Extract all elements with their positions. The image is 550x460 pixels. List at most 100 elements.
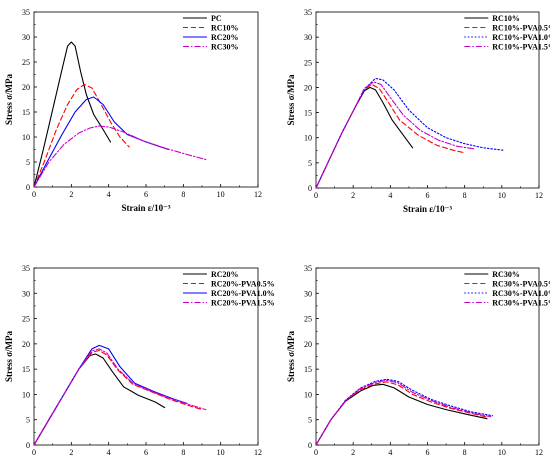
- y-tick-label: 5: [308, 159, 312, 168]
- y-axis-label: Stress σ/MPa: [4, 331, 14, 382]
- x-tick-label: 2: [69, 448, 73, 455]
- y-tick-label: 20: [304, 340, 312, 349]
- x-tick-label: 12: [254, 190, 262, 199]
- legend-label: RC10%-PVA1.5%: [492, 43, 550, 52]
- y-tick-label: 10: [304, 390, 312, 399]
- series-line-1: [315, 86, 414, 189]
- y-tick-label: 35: [22, 264, 30, 273]
- x-tick-label: 6: [426, 191, 430, 200]
- x-tick-label: 8: [463, 448, 467, 455]
- y-tick-label: 20: [22, 83, 30, 92]
- x-tick-label: 10: [217, 190, 225, 199]
- legend-label: RC10%: [492, 14, 520, 23]
- x-axis-label: Strain ε/10⁻³: [403, 204, 452, 214]
- x-tick-label: 0: [32, 190, 36, 199]
- y-tick-label: 20: [22, 340, 30, 349]
- y-tick-label: 5: [26, 158, 30, 167]
- y-tick-label: 35: [304, 264, 312, 273]
- x-tick-label: 8: [181, 190, 185, 199]
- y-axis-label: Stress σ/MPa: [4, 74, 14, 125]
- x-tick-label: 6: [144, 190, 148, 199]
- legend-label: RC20%-PVA1.5%: [211, 299, 275, 308]
- legend-label: RC10%-PVA1.0%: [492, 33, 550, 42]
- x-tick-label: 10: [498, 191, 506, 200]
- y-tick-label: 10: [22, 133, 30, 142]
- x-tick-label: 2: [351, 448, 355, 455]
- y-tick-label: 5: [308, 416, 312, 425]
- y-tick-label: 10: [304, 134, 312, 143]
- y-tick-label: 0: [26, 183, 30, 192]
- series-line-4: [33, 125, 207, 188]
- x-tick-label: 4: [388, 191, 392, 200]
- x-tick-label: 12: [535, 191, 543, 200]
- x-tick-label: 4: [107, 190, 111, 199]
- y-tick-label: 25: [304, 315, 312, 324]
- x-axis-label: Strain ε/10⁻³: [121, 203, 170, 213]
- x-tick-label: 0: [32, 448, 36, 455]
- legend-label: RC20%-PVA0.5%: [211, 280, 275, 289]
- legend-label: RC30%-PVA1.0%: [492, 289, 550, 298]
- legend-label: RC30%: [211, 43, 239, 52]
- chart-panel-2: 0 2 4 6 8 10 12 0 5 10 15 20 25 30 35 Strain ε/10⁻³ Stre…: [286, 8, 550, 214]
- y-tick-label: 30: [22, 289, 30, 298]
- x-tick-label: 12: [535, 448, 543, 455]
- series-line-4: [315, 379, 492, 446]
- x-tick-label: 2: [351, 191, 355, 200]
- y-tick-label: 15: [22, 365, 30, 374]
- x-tick-label: 10: [498, 448, 506, 455]
- legend-label: RC20%-PVA1.0%: [211, 289, 275, 298]
- y-tick-label: 0: [26, 441, 30, 450]
- x-tick-label: 6: [426, 448, 430, 455]
- x-tick-label: 4: [388, 448, 392, 455]
- y-tick-label: 20: [304, 83, 312, 92]
- y-tick-label: 15: [304, 109, 312, 118]
- x-tick-label: 8: [463, 191, 467, 200]
- x-tick-label: 2: [69, 190, 73, 199]
- y-tick-label: 25: [304, 58, 312, 67]
- y-tick-label: 0: [308, 184, 312, 193]
- legend-label: RC10%-PVA0.5%: [492, 24, 550, 33]
- x-tick-label: 0: [314, 191, 318, 200]
- legend-label: RC30%-PVA1.5%: [492, 299, 550, 308]
- x-tick-label: 8: [181, 448, 185, 455]
- y-tick-label: 30: [22, 33, 30, 42]
- y-tick-label: 25: [22, 58, 30, 67]
- legend-label: RC30%-PVA0.5%: [492, 280, 550, 289]
- y-tick-label: 30: [304, 289, 312, 298]
- x-tick-label: 12: [254, 448, 262, 455]
- legend-label: RC20%: [211, 270, 239, 279]
- x-tick-label: 4: [107, 448, 111, 455]
- legend-label: RC20%: [211, 33, 239, 42]
- y-tick-label: 5: [26, 416, 30, 425]
- series-line-3: [315, 77, 505, 189]
- series-line-3: [33, 96, 169, 188]
- y-tick-label: 15: [304, 365, 312, 374]
- series-line-4: [315, 81, 475, 189]
- x-tick-label: 10: [217, 448, 225, 455]
- legend-label: RC30%: [492, 270, 520, 279]
- y-tick-label: 15: [22, 108, 30, 117]
- y-tick-label: 35: [304, 8, 312, 17]
- y-axis-label: Stress σ/MPa: [286, 331, 296, 382]
- y-tick-label: 30: [304, 33, 312, 42]
- chart-panel-1: 0 2 4 6 8 10 12 0 5 10 15 20 25 30 35 Strain ε/10⁻³ Stre…: [4, 8, 262, 213]
- y-tick-label: 25: [22, 315, 30, 324]
- series-line-1: [315, 383, 488, 446]
- series-line-4: [33, 348, 207, 446]
- x-tick-label: 6: [144, 448, 148, 455]
- series-line-2: [315, 83, 466, 189]
- legend-label: PC: [211, 14, 222, 23]
- y-axis-label: Stress σ/MPa: [286, 74, 296, 125]
- series-line-1: [33, 353, 166, 446]
- series-line-2: [33, 83, 130, 188]
- y-tick-label: 0: [308, 441, 312, 450]
- series-line-1: [33, 41, 112, 188]
- y-tick-label: 10: [22, 390, 30, 399]
- x-tick-label: 0: [314, 448, 318, 455]
- legend-label: RC10%: [211, 24, 239, 33]
- y-tick-label: 35: [22, 8, 30, 17]
